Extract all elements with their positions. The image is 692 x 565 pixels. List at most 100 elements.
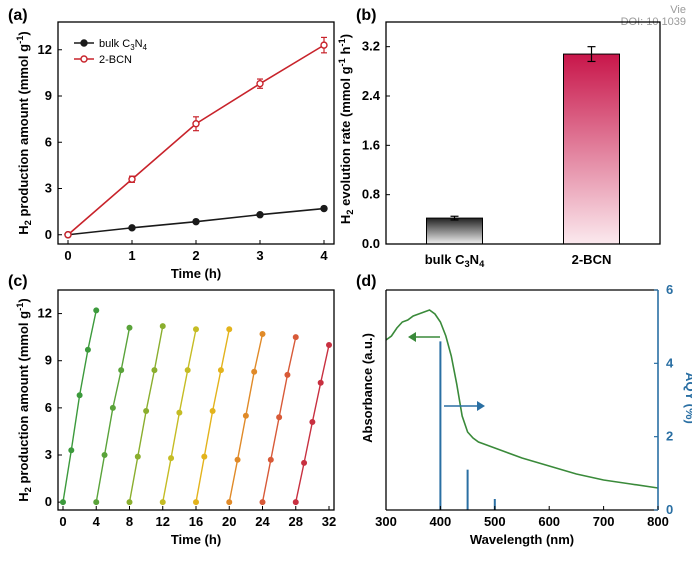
panel-d-ytick-right-label: 0 [666, 502, 673, 517]
panel-a-point [192, 217, 200, 226]
panel-c-point [226, 499, 233, 506]
panel-c-point [134, 453, 141, 460]
panel-c-point [284, 371, 291, 378]
panel-b-bar [563, 53, 620, 245]
panel-c-point [276, 414, 283, 421]
panel-c-point [101, 451, 108, 458]
panel-c-ytick-label: 0 [45, 494, 52, 509]
panel-d-xtick-label: 400 [430, 514, 452, 529]
panel-b-ytick-label: 0.0 [362, 236, 380, 251]
panel-c-xtick-label: 20 [222, 514, 236, 529]
panel-d-arrow-right-head [477, 401, 485, 411]
panel-c-point [192, 326, 199, 333]
panel-c-point [317, 379, 324, 386]
panel-a-ytick-label: 9 [45, 88, 52, 103]
panel-c-point [226, 326, 233, 333]
panel-c-point [143, 407, 150, 414]
panel-b-label: (b) [356, 7, 376, 24]
panel-c-cycle-line [162, 329, 197, 503]
panel-a-point [64, 231, 72, 239]
panel-c-xtick-label: 12 [156, 514, 170, 529]
panel-c-point [267, 456, 274, 463]
panel-c-cycle-line [195, 329, 230, 503]
panel-c-xtick-label: 8 [126, 514, 133, 529]
panel-c-point [159, 323, 166, 330]
panel-c-point [234, 456, 241, 463]
panel-c-xtick-label: 4 [93, 514, 101, 529]
panel-c-point [151, 367, 158, 374]
panel-a-ylabel: H2 production amount (mmol g-1) [15, 31, 33, 234]
panel-c-xtick-label: 32 [322, 514, 336, 529]
panel-c-point [251, 368, 258, 375]
panel-c-point [192, 499, 199, 506]
panel-c-ytick-label: 3 [45, 447, 52, 462]
panel-c-cycle-line [62, 310, 97, 503]
panel-c-point [301, 459, 308, 466]
panel-b-category-label: bulk C3N4 [425, 252, 485, 269]
panel-b-ylabel: H2 evolution rate (mmol g-1 h-1) [337, 34, 355, 224]
panel-c-ytick-label: 12 [38, 306, 52, 321]
panel-c-point [159, 499, 166, 506]
panel-b-ytick-label: 0.8 [362, 187, 380, 202]
panel-a-ytick-label: 12 [38, 42, 52, 57]
panel-c-point [109, 404, 116, 411]
panel-b-frame [385, 21, 661, 245]
panel-a-ytick-label: 3 [45, 181, 52, 196]
panel-d-label: (d) [356, 273, 376, 290]
panel-d-ylabel: Absorbance (a.u.) [360, 333, 375, 443]
panel-a-point [128, 175, 136, 183]
panel-b-ytick-label: 1.6 [362, 137, 380, 152]
panel-a-point [256, 79, 264, 88]
panel-a-xtick-label: 0 [64, 248, 71, 263]
panel-a-legend-marker [80, 55, 88, 63]
panel-c-point [242, 412, 249, 419]
panel-a-legend-label: bulk C3N4 [99, 38, 148, 52]
panel-a-xtick-label: 2 [192, 248, 199, 263]
panel-c-point [326, 341, 333, 348]
panel-d-xtick-label: 300 [375, 514, 397, 529]
panel-b-bar [426, 217, 483, 245]
panel-c-point [126, 499, 133, 506]
panel-a-legend-label: 2-BCN [99, 54, 132, 66]
panel-b-category-label: 2-BCN [572, 252, 612, 267]
panel-b-ytick-label: 2.4 [362, 88, 381, 103]
panel-c-cycle-line [95, 327, 131, 503]
panel-d-ytick-right-label: 6 [666, 282, 673, 297]
panel-c-point [292, 499, 299, 506]
panel-a-point [256, 211, 264, 219]
panel-a-xtick-label: 1 [128, 248, 135, 263]
panel-c-xlabel: Time (h) [171, 532, 221, 547]
panel-c-point [93, 499, 100, 506]
panel-a-point [128, 224, 136, 232]
panel-d-xtick-label: 800 [647, 514, 669, 529]
panel-a-point [320, 41, 328, 49]
panel-d-xtick-label: 600 [538, 514, 560, 529]
panel-c-xtick-label: 0 [59, 514, 66, 529]
panel-d-ytick-right-label: 2 [666, 429, 673, 444]
panel-c-cycle-line [128, 326, 164, 503]
panel-d-xlabel: Wavelength (nm) [470, 532, 574, 547]
panel-c-point [292, 334, 299, 341]
panel-a-xtick-label: 3 [256, 248, 263, 263]
panel-a-xlabel: Time (h) [171, 266, 221, 281]
panel-b-ytick-label: 3.2 [362, 39, 380, 54]
panel-c-frame [57, 289, 335, 511]
panel-d-xtick-label: 500 [484, 514, 506, 529]
panel-a-ytick-label: 0 [45, 227, 52, 242]
panel-c-label: (c) [8, 273, 28, 290]
panel-c-point [118, 367, 125, 374]
panel-c-point [68, 447, 75, 454]
panel-c-point [201, 453, 208, 460]
panel-a-point [320, 204, 328, 213]
panel-c-point [168, 455, 175, 462]
panel-c-point [93, 307, 100, 314]
watermark-view: Vie [670, 4, 686, 16]
panel-d-xtick-label: 700 [593, 514, 615, 529]
panel-a-point [192, 120, 200, 128]
panel-a-legend-marker [80, 39, 88, 47]
panel-c-point [176, 409, 183, 416]
panel-c-point [259, 499, 266, 506]
panel-a-xtick-label: 4 [320, 248, 328, 263]
panel-c-point [76, 392, 83, 399]
panel-d-arrow-left-head [408, 332, 416, 342]
